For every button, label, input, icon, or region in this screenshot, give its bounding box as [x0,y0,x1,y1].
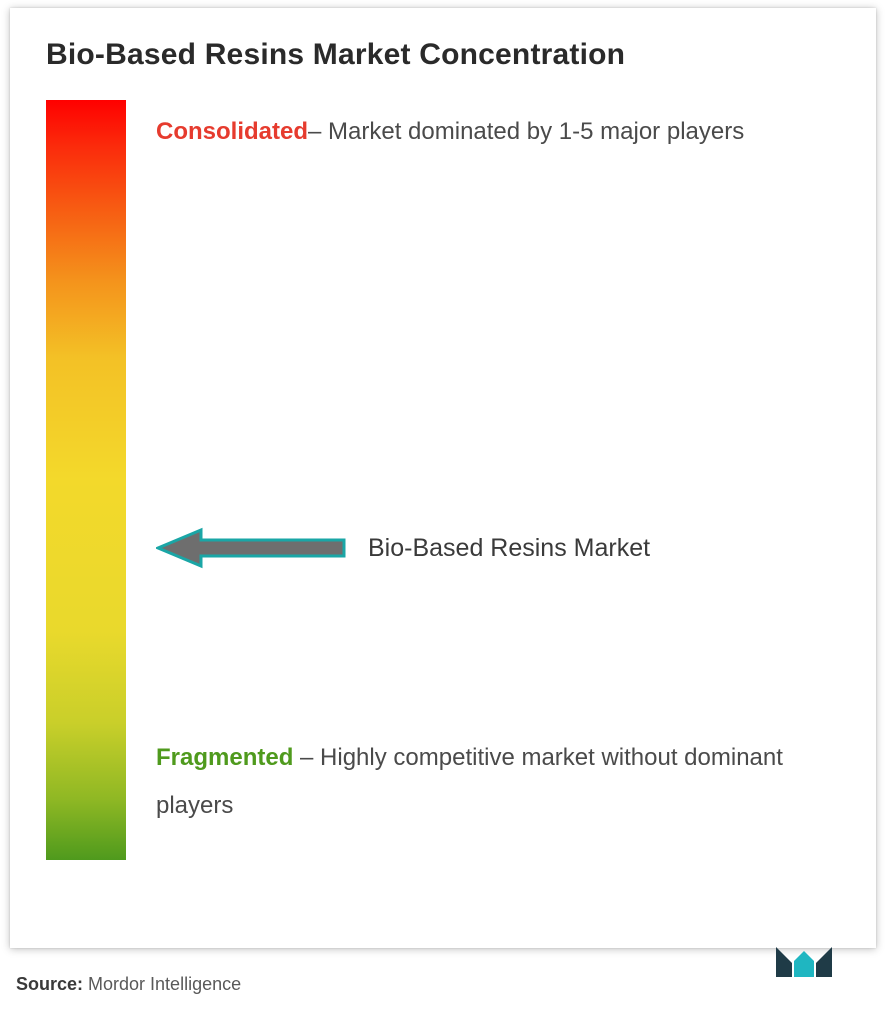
source-attribution: Source: Mordor Intelligence [16,974,241,995]
fragmented-definition: Fragmented – Highly competitive market w… [156,734,830,830]
fragmented-keyword: Fragmented [156,744,293,771]
market-position-marker: Bio-Based Resins Market [156,527,650,569]
mordor-logo-icon [774,937,852,981]
concentration-card: Bio-Based Resins Market Concentration Co… [10,8,876,948]
consolidated-definition: Consolidated– Market dominated by 1-5 ma… [156,108,830,156]
market-marker-label: Bio-Based Resins Market [368,534,650,563]
chart-title: Bio-Based Resins Market Concentration [46,38,840,72]
gradient-scale-bar [46,100,126,860]
content-row: Consolidated– Market dominated by 1-5 ma… [46,100,840,860]
arrow-left-icon [156,527,346,569]
consolidated-keyword: Consolidated [156,118,308,145]
source-value: Mordor Intelligence [83,974,241,994]
source-label: Source: [16,974,83,994]
text-column: Consolidated– Market dominated by 1-5 ma… [126,100,840,860]
consolidated-text: – Market dominated by 1-5 major players [308,118,744,145]
